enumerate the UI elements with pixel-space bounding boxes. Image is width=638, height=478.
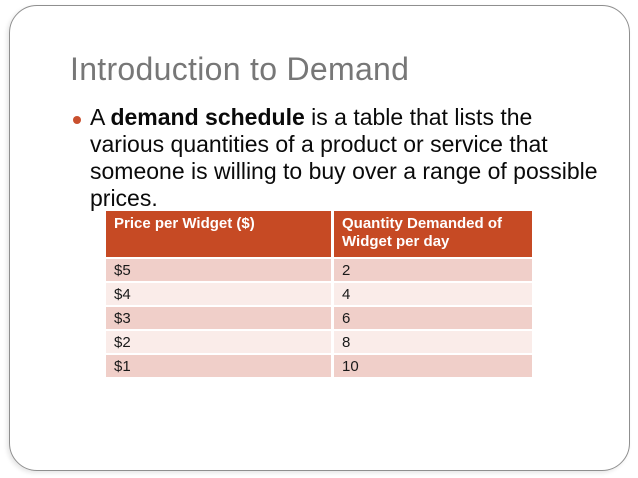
bullet-line-4: prices. xyxy=(90,185,158,211)
price-cell: $4 xyxy=(106,282,334,307)
bullet-bold-term: demand schedule xyxy=(110,104,305,130)
table-header: Price per Widget ($) Quantity Demanded o… xyxy=(106,211,532,259)
quantity-cell: 10 xyxy=(332,354,532,379)
price-cell: $5 xyxy=(106,258,334,283)
slide-border xyxy=(9,5,630,471)
bullet-line-1-rest: is a table that lists the xyxy=(304,104,533,130)
table-header-row: Price per Widget ($) Quantity Demanded o… xyxy=(106,211,532,259)
bullet-line-1: A demand schedule is a table that lists … xyxy=(90,104,598,131)
quantity-cell: 6 xyxy=(332,306,532,331)
price-cell: $3 xyxy=(106,306,334,331)
table-row: $1 10 xyxy=(106,354,532,379)
bullet-line-2: various quantities of a product or servi… xyxy=(90,131,548,157)
table-row: $3 6 xyxy=(106,306,532,331)
bullet-text: A demand schedule is a table that lists … xyxy=(90,104,598,212)
bullet-line-1-prefix: A xyxy=(90,104,111,130)
slide-title: Introduction to Demand xyxy=(70,51,410,87)
quantity-cell: 2 xyxy=(332,258,532,283)
col-header-quantity: Quantity Demanded of Widget per day xyxy=(332,211,532,259)
table-body: $5 2 $4 4 $3 6 $2 8 $1 10 xyxy=(106,258,532,379)
bullet-line-3: someone is willing to buy over a range o… xyxy=(90,158,598,184)
quantity-cell: 8 xyxy=(332,330,532,355)
price-cell: $1 xyxy=(106,354,334,379)
table-row: $5 2 xyxy=(106,258,532,283)
bullet-item: A demand schedule is a table that lists … xyxy=(73,104,598,212)
col-header-price: Price per Widget ($) xyxy=(106,211,334,259)
price-cell: $2 xyxy=(106,330,334,355)
quantity-cell: 4 xyxy=(332,282,532,307)
table-row: $4 4 xyxy=(106,282,532,307)
demand-schedule-table: Price per Widget ($) Quantity Demanded o… xyxy=(106,211,532,379)
bullet-icon xyxy=(73,116,81,124)
table-row: $2 8 xyxy=(106,330,532,355)
